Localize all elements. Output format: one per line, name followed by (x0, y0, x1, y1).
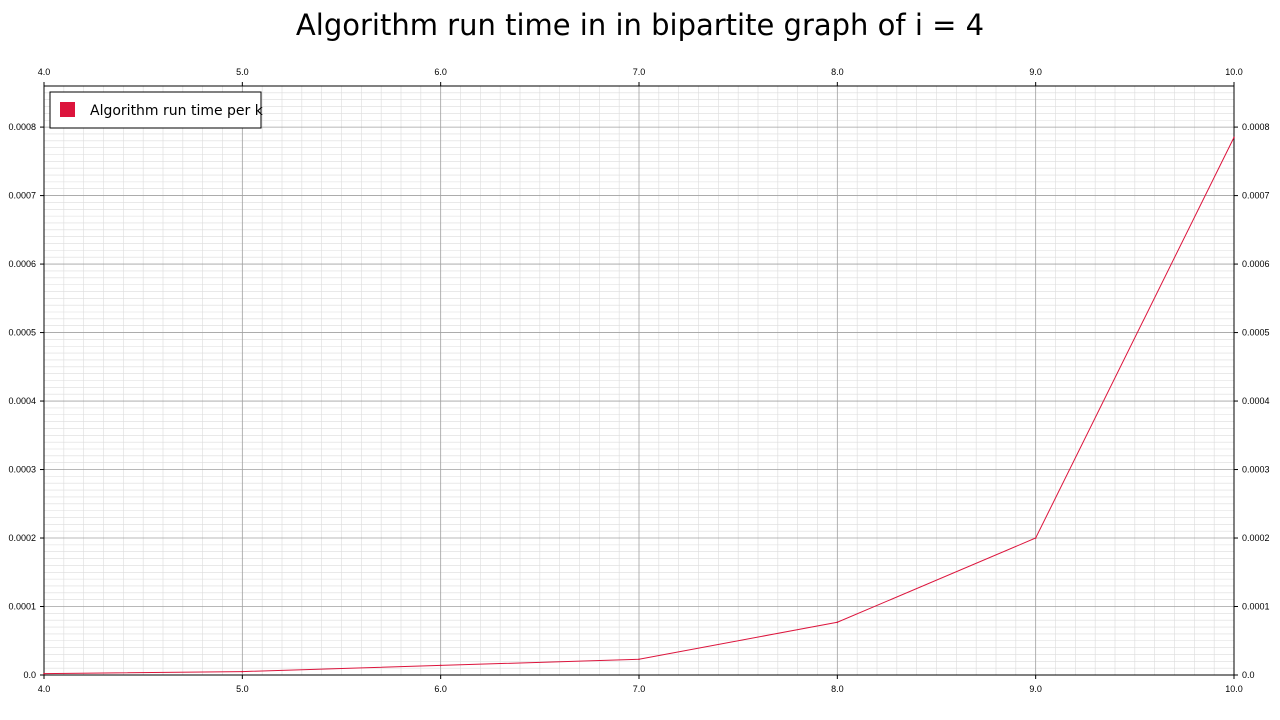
y-tick-label-left: 0.0002 (8, 533, 36, 543)
y-tick-label-right: 0.0007 (1242, 191, 1270, 201)
y-tick-label-right: 0.0001 (1242, 602, 1270, 612)
data-point (1233, 136, 1235, 139)
x-tick-label-bottom: 7.0 (633, 684, 646, 694)
x-tick-label-bottom: 4.0 (38, 684, 51, 694)
y-tick-label-right: 0.0 (1242, 670, 1255, 680)
data-point (241, 670, 244, 673)
y-tick-label-right: 0.0006 (1242, 259, 1270, 269)
legend[interactable]: Algorithm run time per k (49, 91, 264, 129)
chart-title: Algorithm run time in in bipartite graph… (295, 8, 985, 42)
x-tick-label-top: 6.0 (434, 67, 447, 77)
y-tick-label-left: 0.0003 (8, 465, 36, 475)
legend-swatch (60, 102, 75, 117)
y-tick-label-left: 0.0008 (8, 122, 36, 132)
x-tick-label-top: 4.0 (38, 67, 51, 77)
data-point (439, 664, 442, 667)
y-tick-label-left: 0.0001 (8, 602, 36, 612)
x-tick-label-bottom: 10.0 (1225, 684, 1243, 694)
x-tick-label-bottom: 8.0 (831, 684, 844, 694)
y-tick-label-left: 0.0004 (8, 396, 36, 406)
axis-ticks: 4.0 4.0 5.0 5.0 6.0 6.0 7.0 7.0 8.0 8.0 9.0 9.0 10.0… (8, 67, 1269, 694)
x-tick-label-top: 9.0 (1029, 67, 1042, 77)
x-tick-label-bottom: 6.0 (434, 684, 447, 694)
x-tick-label-bottom: 9.0 (1029, 684, 1042, 694)
y-tick-label-right: 0.0002 (1242, 533, 1270, 543)
data-point (1034, 537, 1037, 539)
x-tick-label-top: 8.0 (831, 67, 844, 77)
y-tick-label-left: 0.0005 (8, 328, 36, 338)
y-tick-label-right: 0.0008 (1242, 122, 1270, 132)
data-point (43, 672, 45, 675)
x-tick-label-top: 7.0 (633, 67, 646, 77)
x-tick-label-top: 10.0 (1225, 67, 1243, 77)
legend-box (49, 91, 262, 129)
y-tick-label-left: 0.0007 (8, 191, 36, 201)
data-point (836, 621, 839, 624)
series-layer (43, 136, 1235, 675)
x-tick-label-top: 5.0 (236, 67, 249, 77)
y-tick-label-right: 0.0004 (1242, 396, 1270, 406)
y-tick-label-right: 0.0005 (1242, 328, 1270, 338)
y-tick-label-left: 0.0006 (8, 259, 36, 269)
y-tick-label-right: 0.0003 (1242, 465, 1270, 475)
data-point (638, 658, 640, 661)
x-tick-label-bottom: 5.0 (236, 684, 249, 694)
legend-label: Algorithm run time per k (90, 103, 264, 119)
y-tick-label-left: 0.0 (23, 670, 36, 680)
